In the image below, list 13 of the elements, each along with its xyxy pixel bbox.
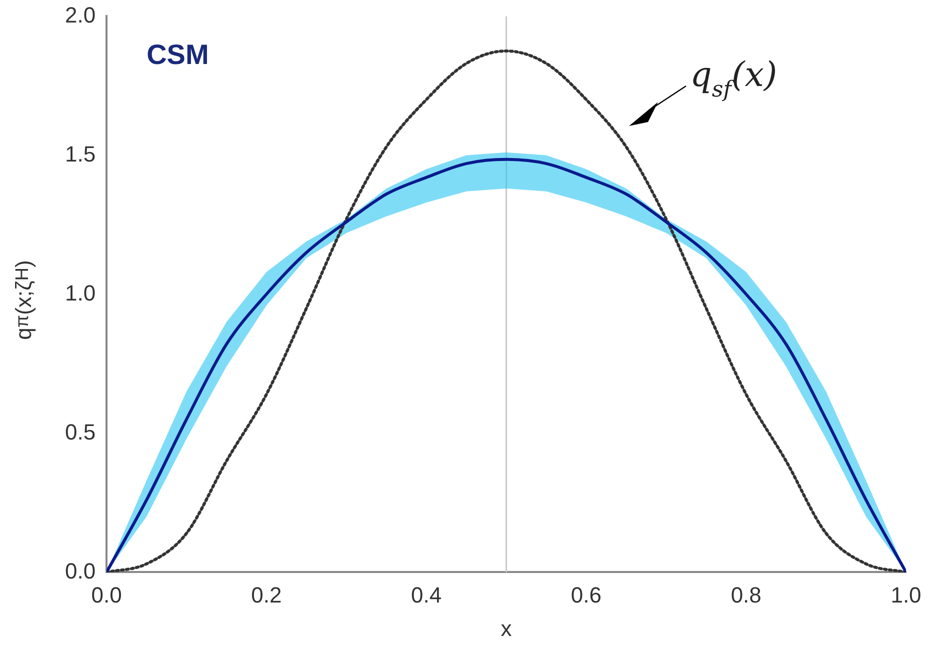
x-tick-label: 0.6 [570, 582, 602, 608]
annotation: CSM [146, 39, 209, 70]
y-tick-label: 2.0 [64, 2, 96, 28]
y-tick-label: 0.0 [64, 558, 96, 584]
x-tick-label: 1.0 [890, 582, 922, 608]
x-axis-title: x [500, 616, 512, 641]
y-tick-label: 1.5 [64, 141, 96, 166]
y-tick-label: 0.5 [64, 419, 96, 444]
x-tick-label: 0.0 [91, 582, 122, 608]
x-tick-label: 0.8 [730, 582, 762, 608]
x-tick-label: 0.4 [411, 582, 442, 608]
x-tick-label: 0.2 [251, 582, 282, 608]
y-tick-label: 1.0 [64, 280, 96, 306]
